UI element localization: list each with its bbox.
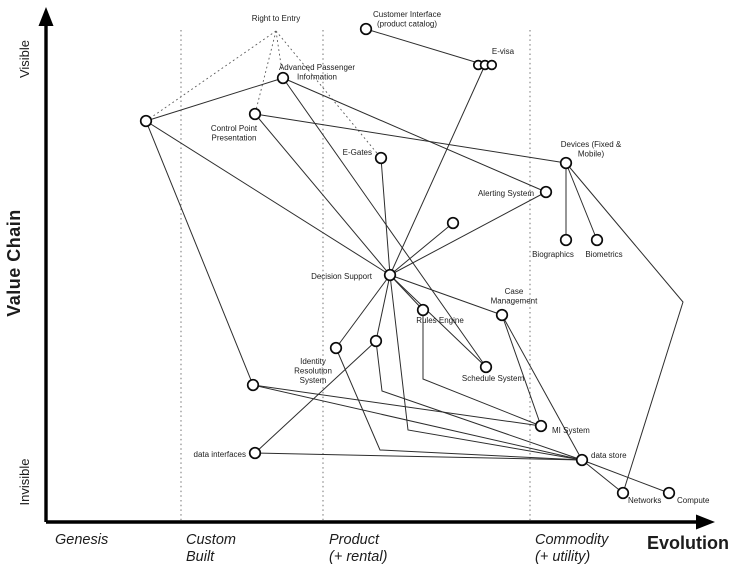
edge-rte-egates — [275, 30, 382, 159]
edge-unlabeled_b-ds — [389, 222, 454, 276]
edge-unlabeled_a-unlabeled_d — [145, 120, 254, 386]
node-label-alerting: Alerting System — [478, 189, 534, 198]
node-evisa-3 — [486, 59, 498, 71]
stage-boundary-lines — [180, 30, 531, 520]
node-label-egates: E-Gates — [343, 148, 372, 157]
node-labels-layer: Right to Entry Customer Interface (product… — [194, 10, 710, 505]
stage-label-product-line1: Product — [329, 532, 380, 548]
node-irs — [329, 341, 343, 355]
node-unlabeled_b — [446, 216, 460, 230]
edge-ds-dstore — [389, 274, 583, 461]
edge-unlabeled_d-mi — [252, 384, 542, 427]
node-label-ci: Customer Interface (product catalog) — [373, 10, 442, 29]
edge-dstore-networks — [581, 459, 624, 494]
edge-case-mi — [501, 314, 542, 427]
node-devices — [559, 156, 573, 170]
node-label-compute: Compute — [677, 496, 710, 505]
edge-unlabeled_c-dstore — [375, 340, 583, 461]
node-mi — [534, 419, 548, 433]
edge-case-dstore — [501, 314, 583, 461]
node-di — [248, 446, 262, 460]
edge-rte-api — [275, 30, 284, 79]
node-label-evisa: E-visa — [492, 47, 515, 56]
edge-dstore-compute — [581, 459, 670, 494]
node-case — [495, 308, 509, 322]
node-rules — [416, 303, 430, 317]
y-axis-bottom-label: Invisible — [17, 459, 32, 506]
node-label-networks: Networks — [628, 496, 661, 505]
node-label-dstore: data store — [591, 451, 627, 460]
node-label-case: Case Management — [491, 287, 538, 306]
edge-rte-unlabeled_a — [145, 30, 277, 122]
edge-devices-biometrics — [565, 162, 598, 241]
edge-ci-evisa — [365, 28, 486, 66]
x-axis-arrowhead-icon — [696, 514, 715, 530]
node-networks — [616, 486, 630, 500]
edge-ds-case — [389, 274, 503, 316]
axes — [38, 7, 715, 530]
node-egates — [374, 151, 388, 165]
node-label-biographics: Biographics — [532, 250, 574, 259]
node-cpp — [248, 107, 262, 121]
edge-evisa-ds — [389, 64, 486, 276]
node-label-schedule: Schedule System — [462, 374, 525, 383]
node-label-irs: Identity Resolution System — [294, 357, 332, 385]
node-biometrics — [590, 233, 604, 247]
node-ci — [359, 22, 373, 36]
stage-label-genesis: Genesis — [55, 532, 108, 548]
stage-label-custom-line1: Custom — [186, 532, 236, 548]
node-label-mi: MI System — [552, 426, 590, 435]
node-schedule — [479, 360, 493, 374]
node-biographics — [559, 233, 573, 247]
edge-ds-irs — [335, 274, 391, 349]
stage-label-commodity-line1: Commodity — [535, 532, 609, 548]
node-api — [276, 71, 290, 85]
node-label-ds: Decision Support — [311, 272, 373, 281]
nodes-layer — [139, 22, 676, 500]
edge-rte-cpp — [254, 30, 277, 115]
y-axis-arrowhead-icon — [38, 7, 54, 26]
node-ds — [383, 268, 397, 282]
edge-api-schedule — [282, 77, 487, 368]
edges-layer — [145, 28, 684, 494]
edge-unlabeled_d-dstore — [252, 384, 583, 461]
edge-api-unlabeled_a — [145, 77, 284, 122]
edge-unlabeled_a-ds — [145, 120, 391, 276]
node-label-api: Advanced Passenger Information — [279, 63, 355, 82]
node-label-rte: Right to Entry — [252, 14, 300, 23]
node-dstore — [575, 453, 589, 467]
stage-label-custom-line2: Built — [186, 549, 215, 565]
edge-api-alerting — [282, 77, 547, 193]
stage-label-commodity-line2: (+ utility) — [535, 549, 590, 565]
edge-irs-dstore — [335, 347, 583, 461]
node-label-cpp: Control Point Presentation — [211, 124, 258, 143]
node-label-di: data interfaces — [194, 450, 246, 459]
node-unlabeled_c — [369, 334, 383, 348]
node-alerting — [539, 185, 553, 199]
edge-ds-unlabeled_c — [375, 274, 391, 342]
edge-di-dstore — [254, 452, 583, 461]
edge-devices-networks — [565, 162, 684, 494]
node-compute — [662, 486, 676, 500]
y-axis-title: Value Chain — [4, 209, 24, 317]
edge-cpp-ds — [254, 113, 391, 276]
edge-ds-schedule — [389, 274, 487, 368]
node-unlabeled_a — [139, 114, 153, 128]
edge-cpp-devices — [254, 113, 567, 164]
node-label-rules: Rules Engine — [416, 316, 464, 325]
stage-label-product-line2: (+ rental) — [329, 549, 387, 565]
edge-rules-mi — [422, 310, 542, 427]
node-label-biometrics: Biometrics — [585, 250, 622, 259]
node-unlabeled_d — [246, 378, 260, 392]
x-axis-title: Evolution — [647, 533, 729, 553]
edge-alerting-ds — [389, 191, 547, 276]
edge-di-unlabeled_c — [254, 340, 377, 454]
node-label-devices: Devices (Fixed & Mobile) — [561, 140, 622, 159]
y-axis-top-label: Visible — [17, 40, 32, 78]
edge-egates-ds — [380, 157, 391, 276]
